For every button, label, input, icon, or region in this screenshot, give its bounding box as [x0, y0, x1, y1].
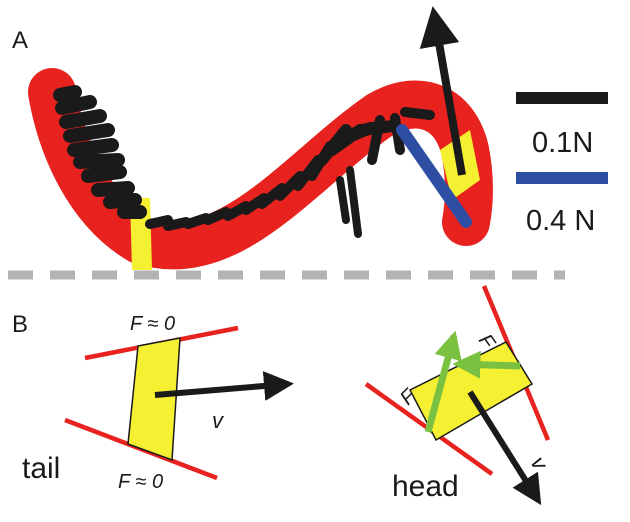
- scale-label-black: 0.1N: [532, 127, 593, 159]
- tail-top-force-label: F ≈ 0: [130, 313, 175, 335]
- head-force-arrow-right: [452, 350, 521, 379]
- scale-label-blue: 0.4 N: [526, 205, 595, 237]
- head-force-arrow: [419, 6, 466, 176]
- tail-velocity-label: v: [212, 408, 225, 433]
- tail-bottom-force-label: F ≈ 0: [118, 471, 163, 493]
- head-label: head: [392, 470, 459, 503]
- tail-label: tail: [22, 452, 60, 485]
- force-vectors: [53, 85, 435, 238]
- head-force-arrow-left: [424, 330, 462, 433]
- head-diagram: F F v head: [364, 285, 554, 506]
- tail-diagram: F ≈ 0 F ≈ 0 v tail: [22, 313, 294, 493]
- head-force-blue: [396, 124, 472, 228]
- panel-b-label: B: [12, 311, 28, 338]
- panel-a-label: A: [12, 27, 28, 54]
- head-velocity-arrow: [467, 390, 542, 506]
- head-velocity-label: v: [526, 452, 554, 476]
- tail-velocity-arrow: [154, 371, 294, 401]
- tail-segment: [127, 337, 181, 462]
